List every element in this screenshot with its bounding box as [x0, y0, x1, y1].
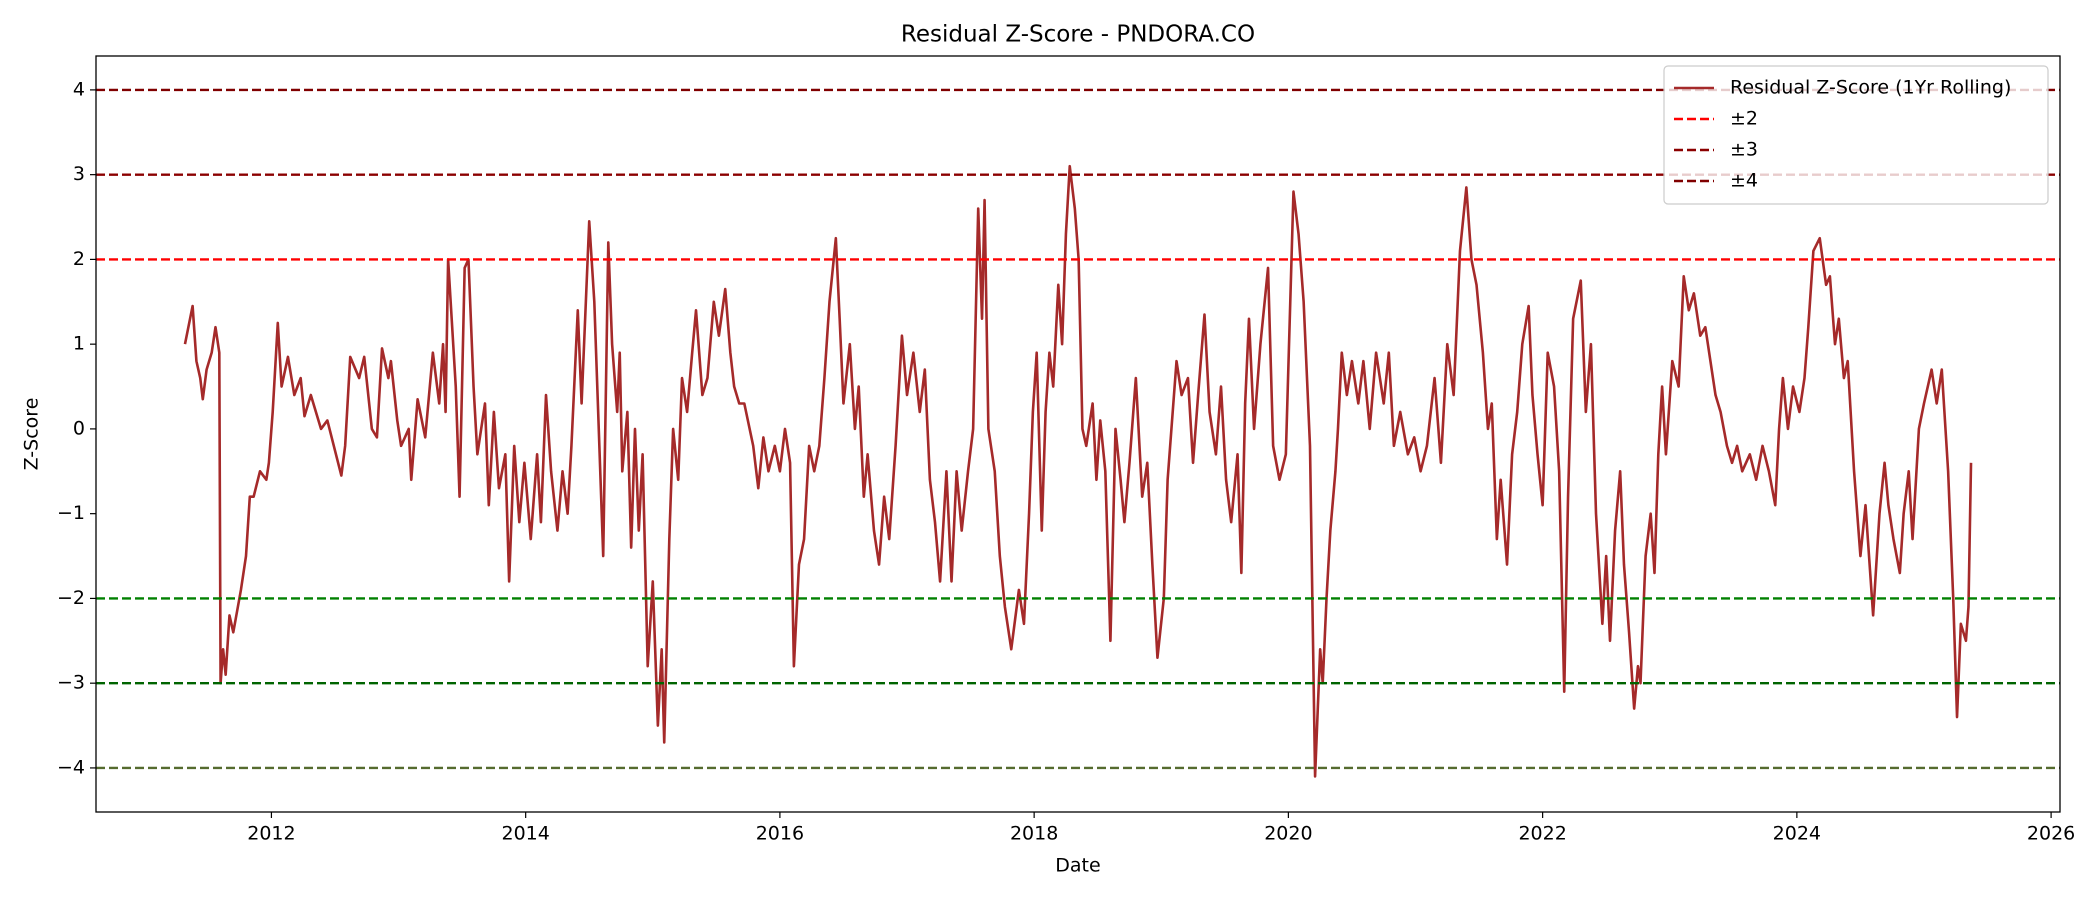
legend-label: ±3: [1730, 139, 1758, 161]
x-axis-label: Date: [1055, 855, 1100, 877]
x-tick-label: 2022: [1518, 823, 1566, 845]
legend-box: [1663, 65, 2049, 205]
y-tick-label: 3: [73, 163, 85, 185]
y-tick-label: 2: [73, 248, 85, 270]
legend-label: ±4: [1730, 170, 1758, 192]
y-tick-label: −2: [57, 587, 85, 609]
x-tick-label: 2024: [1773, 823, 1821, 845]
x-tick-label: 2018: [1010, 823, 1058, 845]
legend-label: Residual Z-Score (1Yr Rolling): [1730, 77, 2011, 99]
x-tick-label: 2012: [247, 823, 295, 845]
y-tick-label: 4: [73, 78, 85, 100]
chart-title: Residual Z-Score - PNDORA.CO: [901, 22, 1255, 48]
x-tick-label: 2026: [2027, 823, 2075, 845]
data-line: [183, 164, 1973, 778]
legend-label: ±2: [1730, 108, 1758, 130]
x-tick-label: 2020: [1264, 823, 1312, 845]
y-axis-label: Z-Score: [21, 398, 43, 471]
y-tick-label: −4: [57, 756, 85, 778]
x-tick-label: 2016: [756, 823, 804, 845]
x-tick-label: 2014: [501, 823, 549, 845]
y-tick-label: 1: [73, 333, 85, 355]
y-tick-label: 0: [73, 417, 85, 439]
y-tick-label: −1: [57, 502, 85, 524]
y-tick-label: −3: [57, 672, 85, 694]
plot-frame: [95, 55, 2061, 813]
